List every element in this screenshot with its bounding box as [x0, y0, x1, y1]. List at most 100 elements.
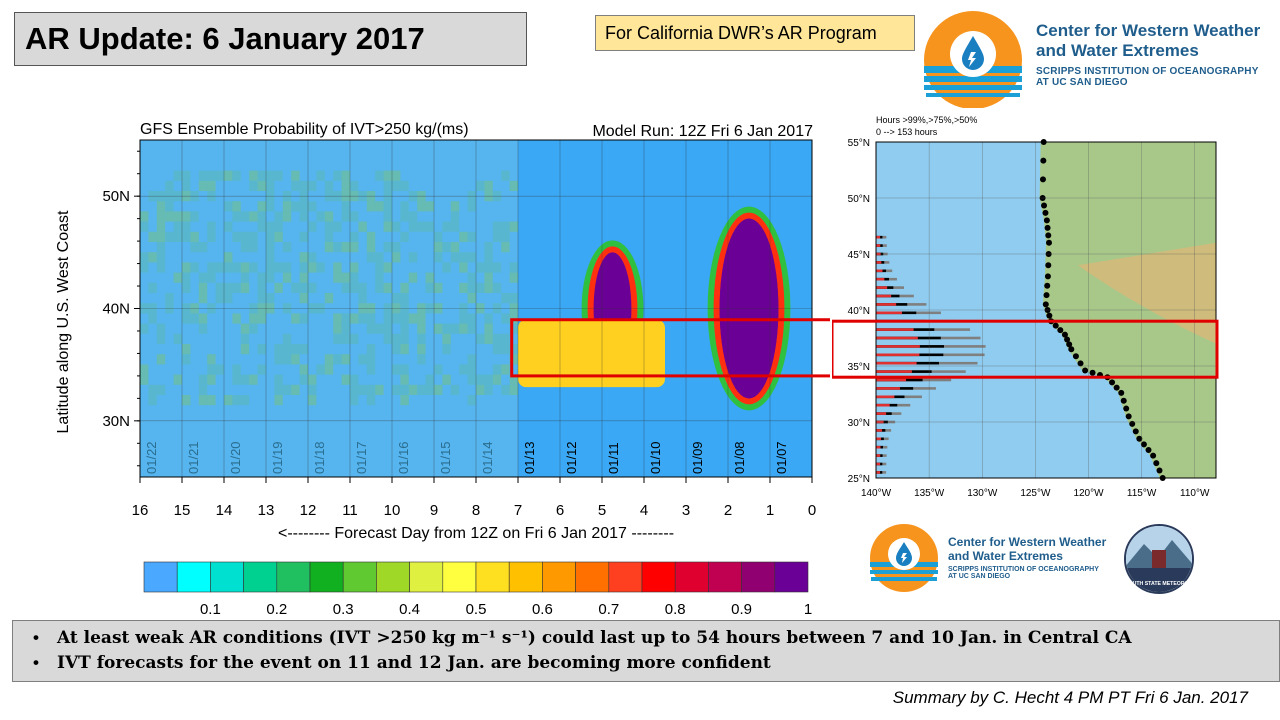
heatmap-cell — [316, 170, 325, 181]
heatmap-cell — [417, 201, 426, 212]
heatmap-cell — [408, 384, 418, 395]
logo-bottom-line2: and Water Extremes — [948, 549, 1063, 563]
heatmap-cell — [282, 333, 292, 344]
heatmap-cell — [484, 272, 493, 283]
heatmap-cell — [476, 180, 485, 191]
heatmap-cell — [274, 211, 283, 222]
heatmap-cell — [308, 180, 317, 191]
logo-top-line2: and Water Extremes — [1036, 41, 1199, 60]
heatmap-cell — [249, 313, 258, 324]
heatmap-cell — [425, 374, 434, 385]
heatmap-cell — [240, 333, 250, 344]
x-tick-label: 15 — [174, 502, 191, 519]
x-tick-label: 2 — [724, 502, 732, 519]
heatmap-cell — [417, 333, 426, 344]
heatmap-cell — [182, 180, 191, 191]
heatmap-cell — [140, 323, 149, 334]
heatmap-cell — [198, 395, 208, 406]
heatmap-cell — [165, 231, 174, 242]
heatmap-cell — [400, 333, 409, 344]
heatmap-cell — [198, 313, 208, 324]
heatmap-cell — [492, 262, 502, 273]
coast-point — [1043, 292, 1050, 299]
colorbar-swatch — [243, 561, 278, 593]
heatmap-cell — [257, 272, 266, 283]
heatmap-cell — [173, 211, 182, 222]
heatmap-cell — [467, 374, 476, 385]
coast-point — [1043, 217, 1050, 224]
program-label: For California DWR’s AR Program — [595, 15, 915, 51]
heatmap-cell — [492, 333, 502, 344]
heatmap-cell — [240, 211, 250, 222]
coast-point — [1039, 176, 1046, 183]
heatmap-cell — [274, 221, 283, 232]
heatmap-cell — [165, 180, 174, 191]
heatmap-cell — [257, 364, 266, 375]
colorbar-swatch — [276, 561, 311, 593]
heatmap-cell — [257, 170, 266, 181]
heatmap-cell — [190, 211, 199, 222]
coast-point — [1057, 327, 1064, 334]
hours-bar-99 — [876, 286, 888, 289]
heatmap-cell — [308, 262, 317, 273]
colorbar-label: 0.3 — [333, 601, 354, 618]
colorbar-swatch — [542, 561, 576, 593]
heatmap-cell — [333, 221, 342, 232]
heatmap-cell — [173, 272, 182, 283]
x-tick-label: 7 — [514, 502, 522, 519]
heatmap-cell — [425, 201, 434, 212]
coast-point — [1123, 405, 1130, 412]
coast-point — [1044, 273, 1051, 280]
heatmap-cell — [442, 262, 451, 273]
hours-bar-99 — [876, 303, 897, 306]
heatmap-cell — [383, 313, 392, 324]
heatmap-cell — [366, 231, 376, 242]
date-label: 01/17 — [354, 441, 369, 474]
heatmap-cell — [484, 252, 493, 263]
hours-bar-99 — [876, 244, 881, 247]
heatmap-cell — [249, 170, 258, 181]
heatmap-cell — [249, 231, 258, 242]
heatmap-cell — [266, 252, 275, 263]
heatmap-cell — [392, 242, 401, 253]
heatmap-cell — [324, 180, 334, 191]
heatmap-cell — [350, 272, 359, 283]
heatmap-cell — [224, 252, 233, 263]
heatmap-cell — [467, 231, 476, 242]
heatmap-cell — [140, 364, 149, 375]
heatmap-cell — [509, 323, 518, 334]
coast-point — [1046, 239, 1052, 246]
heatmap-cell — [392, 384, 401, 395]
coast-point — [1150, 452, 1157, 459]
heatmap-cell — [249, 180, 258, 191]
hours-bar-99 — [876, 361, 917, 365]
heatmap-cell — [484, 313, 493, 324]
hours-bar-99 — [876, 269, 883, 273]
heatmap-cell — [215, 293, 224, 304]
heatmap-cell — [467, 354, 476, 365]
chart-subtitle: Model Run: 12Z Fri 6 Jan 2017 — [592, 123, 813, 140]
heatmap-cell — [450, 252, 460, 263]
coast-point — [1072, 353, 1079, 360]
heatmap-cell — [198, 282, 208, 293]
heatmap-cell — [467, 364, 476, 375]
heatmap-cell — [492, 282, 502, 293]
heatmap-cell — [408, 272, 418, 283]
heatmap-cell — [383, 170, 392, 181]
lon-tick-label: 135°W — [914, 488, 945, 499]
map-subtitle: 0 --> 153 hours — [876, 127, 938, 137]
heatmap-cell — [232, 282, 241, 293]
heatmap-cell — [484, 323, 493, 334]
date-label: 01/12 — [564, 441, 579, 474]
logo-bottom-text: Center for Western Weather and Water Ext… — [948, 535, 1106, 580]
hours-bar-99 — [876, 378, 907, 382]
heatmap-cell — [366, 395, 376, 406]
heatmap-cell — [299, 201, 308, 212]
heatmap-cell — [341, 282, 350, 293]
heatmap-cell — [392, 344, 401, 355]
colorbar-swatch — [475, 561, 510, 593]
heatmap-cell — [240, 262, 250, 273]
heatmap-cell — [190, 242, 199, 253]
heatmap-cell — [257, 293, 266, 304]
heatmap-cell — [434, 323, 443, 334]
